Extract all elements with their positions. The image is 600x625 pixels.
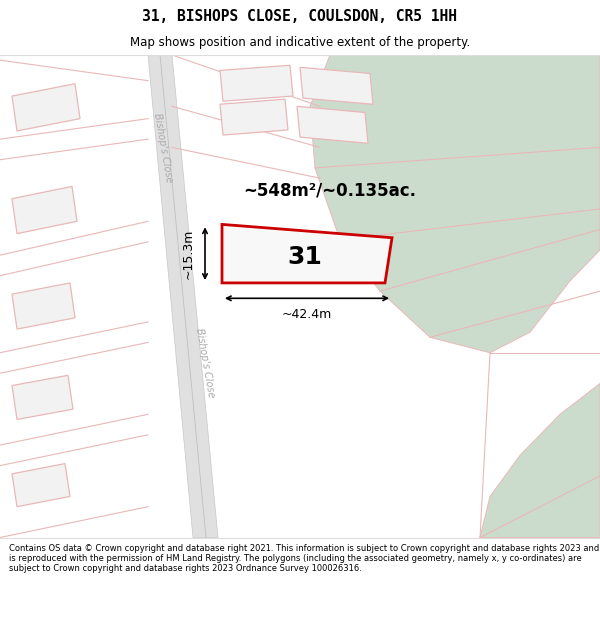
Text: Bishop's Close: Bishop's Close <box>194 328 216 399</box>
Polygon shape <box>12 464 70 507</box>
Polygon shape <box>480 384 600 538</box>
Text: 31, BISHOPS CLOSE, COULSDON, CR5 1HH: 31, BISHOPS CLOSE, COULSDON, CR5 1HH <box>143 9 458 24</box>
Text: Map shows position and indicative extent of the property.: Map shows position and indicative extent… <box>130 36 470 49</box>
Polygon shape <box>12 283 75 329</box>
Polygon shape <box>300 68 373 104</box>
Polygon shape <box>220 99 288 135</box>
Polygon shape <box>12 186 77 234</box>
Text: Contains OS data © Crown copyright and database right 2021. This information is : Contains OS data © Crown copyright and d… <box>9 544 599 573</box>
Text: ~15.3m: ~15.3m <box>182 229 194 279</box>
Polygon shape <box>222 224 392 283</box>
Text: ~42.4m: ~42.4m <box>282 308 332 321</box>
Polygon shape <box>12 375 73 419</box>
Polygon shape <box>148 55 218 538</box>
Polygon shape <box>310 55 600 352</box>
Polygon shape <box>12 84 80 131</box>
Text: 31: 31 <box>288 245 323 269</box>
Text: Bishop's Close: Bishop's Close <box>152 112 174 183</box>
Text: ~548m²/~0.135ac.: ~548m²/~0.135ac. <box>244 181 416 199</box>
Polygon shape <box>220 65 293 101</box>
Polygon shape <box>297 106 368 143</box>
